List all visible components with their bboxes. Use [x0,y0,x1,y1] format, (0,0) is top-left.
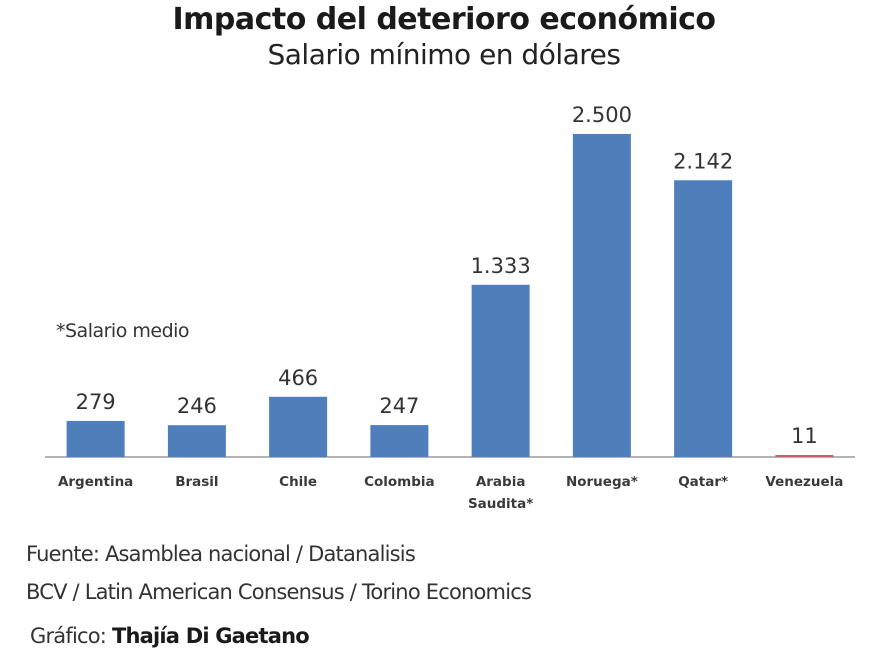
bar-argentina [66,420,125,457]
credit-name: Thajía Di Gaetano [111,624,310,648]
annotation-note: *Salario medio [56,320,190,342]
x-tick-label: Brasil [175,474,218,490]
x-tick-label: Argentina [58,474,133,490]
bar-qatar [674,180,733,457]
bar-venezuela [775,455,834,457]
x-tick-label: Arabia [476,474,526,490]
bar-brasil [167,425,226,457]
x-tick-label: Saudita* [468,496,533,512]
x-tick-label: Qatar* [678,474,728,490]
bar-chart: 279 Argentina 246 Brasil 466 Chile 247 Colombia… [45,103,855,512]
data-label: 279 [76,390,116,414]
bar-noruega [572,134,631,457]
x-tick-label: Colombia [364,474,435,490]
data-label: 11 [791,424,818,448]
data-label: 2.142 [673,149,733,173]
source-line-1: Fuente: Asamblea nacional / Datanalisis [26,542,416,566]
data-label: 2.500 [572,103,632,127]
data-label: 247 [379,394,419,418]
source-line-2: BCV / Latin American Consensus / Torino … [26,580,532,604]
bar-colombia [370,425,429,457]
data-label: 466 [278,366,318,390]
credit: Gráfico: Thajía Di Gaetano [30,624,310,648]
data-label: 1.333 [471,254,531,278]
chart-subtitle: Salario mínimo en dólares [267,38,621,71]
x-tick-label: Venezuela [765,474,843,490]
credit-label: Gráfico: [30,624,107,648]
bar-chile [269,396,328,457]
chart-title: Impacto del deterioro económico [172,2,716,37]
bar-arabia-saudita [471,284,530,457]
x-tick-label: Chile [279,474,317,490]
data-label: 246 [177,394,217,418]
x-tick-label: Noruega* [566,474,638,490]
